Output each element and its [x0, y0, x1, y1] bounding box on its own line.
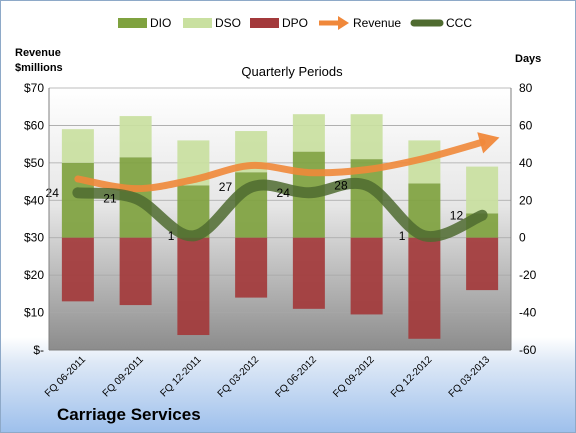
- left-axis-title-unit: $millions: [15, 62, 63, 74]
- plot-area: [49, 88, 511, 350]
- legend-swatch-dio: [118, 18, 147, 28]
- bar-dso: [61, 129, 94, 163]
- left-tick-label: $-: [33, 343, 44, 357]
- ccc-data-label: 1: [168, 229, 175, 243]
- category-label: FQ 12-2012: [389, 354, 435, 400]
- category-label: FQ 09-2011: [101, 354, 146, 399]
- bar-dpo: [177, 237, 210, 336]
- right-tick-label: 80: [519, 81, 533, 95]
- left-tick-label: $50: [24, 156, 44, 170]
- legend-label-dio: DIO: [150, 16, 171, 30]
- bar-dpo: [466, 237, 499, 291]
- bar-dpo: [292, 237, 325, 309]
- ccc-data-label: 1: [399, 229, 406, 243]
- bar-dso: [350, 114, 383, 160]
- right-tick-label: 0: [519, 231, 526, 245]
- bar-dpo: [119, 237, 152, 306]
- left-tick-label: $60: [24, 118, 44, 132]
- category-label: FQ 12-2011: [159, 354, 204, 399]
- chart-title: Quarterly Periods: [241, 64, 343, 79]
- category-label: FQ 03-2012: [216, 354, 262, 400]
- left-tick-label: $20: [24, 268, 44, 282]
- legend-label-dso: DSO: [215, 16, 241, 30]
- ccc-data-label: 12: [450, 208, 464, 222]
- legend-revenue-arrow: [338, 16, 349, 30]
- right-tick-label: -20: [519, 268, 537, 282]
- ccc-line: [72, 177, 488, 243]
- right-tick-label: -60: [519, 343, 537, 357]
- bar-dpo: [61, 237, 94, 302]
- bar-dpo: [350, 237, 383, 315]
- category-label: FQ 09-2012: [331, 354, 377, 400]
- bar-dio: [61, 162, 94, 238]
- bar-dpo: [235, 237, 268, 298]
- left-axis-title: Revenue: [15, 47, 61, 59]
- left-tick-label: $70: [24, 81, 44, 95]
- right-tick-label: 20: [519, 193, 533, 207]
- revenue-line: [74, 138, 486, 193]
- ccc-data-label: 27: [219, 180, 233, 194]
- right-tick-label: 40: [519, 156, 533, 170]
- left-tick-label: $40: [24, 193, 44, 207]
- company-name: Carriage Services: [57, 405, 201, 424]
- ccc-data-label: 21: [103, 191, 117, 205]
- bar-dso: [119, 116, 152, 158]
- bar-dso: [466, 166, 499, 214]
- right-tick-label: 60: [519, 118, 533, 132]
- ccc-data-label: 24: [46, 186, 60, 200]
- legend-label-ccc: CCC: [446, 16, 472, 30]
- bar-dpo: [408, 237, 441, 339]
- left-tick-label: $10: [24, 306, 44, 320]
- right-tick-label: -40: [519, 306, 537, 320]
- category-label: FQ 06-2012: [273, 354, 319, 400]
- ccc-data-label: 24: [277, 186, 291, 200]
- legend-label-dpo: DPO: [282, 16, 308, 30]
- ccc-data-label: 28: [334, 178, 348, 192]
- left-tick-label: $30: [24, 231, 44, 245]
- bar-dso: [292, 114, 325, 152]
- legend-swatch-dpo: [250, 18, 279, 28]
- legend-swatch-dso: [183, 18, 212, 28]
- legend-label-revenue: Revenue: [353, 16, 401, 30]
- right-axis-title: Days: [515, 53, 541, 65]
- category-label: FQ 06-2011: [43, 354, 88, 399]
- category-label: FQ 03-2013: [447, 354, 493, 400]
- revenue-arrowhead: [477, 132, 500, 154]
